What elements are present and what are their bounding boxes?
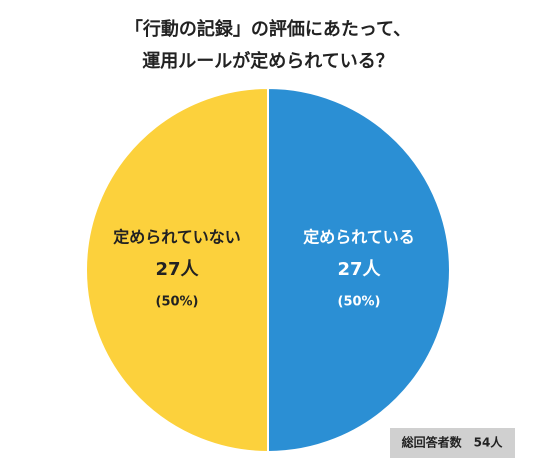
value-label: 27人 bbox=[155, 259, 199, 280]
note-box bbox=[390, 428, 515, 458]
percent-label: (50%) bbox=[338, 295, 381, 310]
chart-title: 運用ルールが定められている？ bbox=[142, 50, 393, 72]
pie-slice bbox=[267, 86, 451, 454]
chart-title: 「行動の記録」の評価にあたって、 bbox=[125, 18, 411, 40]
value-label: 27人 bbox=[337, 259, 381, 280]
pie-slice bbox=[85, 86, 269, 454]
slice-label: 定められている bbox=[302, 228, 415, 247]
note: 総回答者数 54人 bbox=[402, 435, 504, 450]
slice-label: 定められていない bbox=[112, 228, 241, 247]
percent-label: (50%) bbox=[156, 295, 199, 310]
